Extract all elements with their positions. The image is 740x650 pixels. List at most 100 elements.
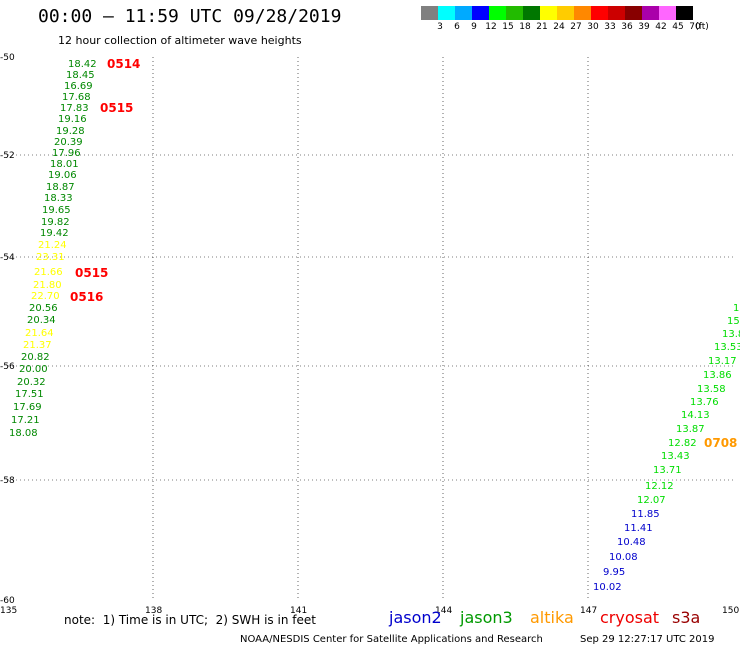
scale-label: 27 <box>570 22 582 32</box>
satellite-name: s3a <box>672 608 701 627</box>
scale-swatch <box>642 6 659 20</box>
longitude-label: 141 <box>290 606 307 616</box>
scale-swatch <box>472 6 489 20</box>
wave-height-value: 21.37 <box>23 340 52 351</box>
wave-height-value: 19.65 <box>42 205 71 216</box>
longitude-label: 135 <box>0 606 17 616</box>
scale-label: 3 <box>437 22 443 32</box>
pass-time-label: 0515 <box>75 266 108 280</box>
wave-height-value: 13.58 <box>697 384 726 395</box>
wave-height-value: 12.07 <box>637 495 666 506</box>
scale-label: 70 <box>689 22 701 32</box>
scale-swatch <box>676 6 693 20</box>
wave-height-value: 13.87 <box>676 424 705 435</box>
wave-height-value: 19.82 <box>41 217 70 228</box>
scale-label: 39 <box>638 22 650 32</box>
wave-height-value: 17.21 <box>11 415 40 426</box>
wave-height-value: 12.12 <box>645 481 674 492</box>
map-title: 00:00 – 11:59 UTC 09/28/2019 <box>38 6 342 27</box>
scale-label: 6 <box>454 22 460 32</box>
latitude-label: -52 <box>0 151 15 161</box>
scale-label: 45 <box>672 22 684 32</box>
scale-swatch <box>489 6 506 20</box>
scale-label: 24 <box>553 22 565 32</box>
wave-height-value: 13.17 <box>708 356 737 367</box>
wave-height-value: 18.01 <box>50 159 79 170</box>
satellite-name: jason3 <box>460 608 513 627</box>
satellite-name: altika <box>530 608 574 627</box>
footer-credit: NOAA/NESDIS Center for Satellite Applica… <box>240 634 543 645</box>
wave-height-value: 18.33 <box>44 193 73 204</box>
satellite-name: cryosat <box>600 608 660 627</box>
wave-height-value: 13.71 <box>653 465 682 476</box>
scale-label: 36 <box>621 22 633 32</box>
scale-swatch <box>455 6 472 20</box>
scale-swatch <box>557 6 574 20</box>
wave-height-value: 10.08 <box>609 552 638 563</box>
scale-swatch <box>574 6 591 20</box>
wave-height-value: 13.43 <box>661 451 690 462</box>
wave-height-value: 13.53 <box>714 342 740 353</box>
wave-height-value: 19.28 <box>56 126 85 137</box>
latitude-label: -50 <box>0 53 15 63</box>
scale-swatch <box>506 6 523 20</box>
scale-swatch <box>659 6 676 20</box>
scale-unit: (ft) <box>695 22 709 32</box>
wave-height-value: 19.42 <box>40 228 69 239</box>
wave-height-value: 9.95 <box>603 567 625 578</box>
scale-label: 21 <box>536 22 548 32</box>
wave-height-value: 18.08 <box>9 428 38 439</box>
scale-label: 18 <box>519 22 531 32</box>
longitude-label: 150 <box>722 606 739 616</box>
scale-label: 42 <box>655 22 667 32</box>
longitude-label: 144 <box>435 606 452 616</box>
pass-time-label: 0516 <box>70 290 103 304</box>
wave-height-value: 10.48 <box>617 537 646 548</box>
latitude-label: -58 <box>0 476 15 486</box>
wave-height-value: 17.96 <box>52 148 81 159</box>
longitude-label: 147 <box>580 606 597 616</box>
wave-height-value: 22.70 <box>31 291 60 302</box>
wave-height-value: 11.85 <box>631 509 660 520</box>
scale-label: 12 <box>485 22 497 32</box>
wave-height-value: 17.51 <box>15 389 44 400</box>
scale-swatch <box>540 6 557 20</box>
scale-label: 30 <box>587 22 599 32</box>
scale-label: 15 <box>502 22 514 32</box>
wave-height-value: 17.83 <box>60 103 89 114</box>
legend-note: note: 1) Time is in UTC; 2) SWH is in fe… <box>64 613 316 627</box>
wave-height-value: 20.00 <box>19 364 48 375</box>
wave-height-value: 12.82 <box>668 438 697 449</box>
pass-time-label: 0515 <box>100 101 133 115</box>
wave-height-value: 20.32 <box>17 377 46 388</box>
wave-height-value: 17.69 <box>13 402 42 413</box>
wave-height-value: 19.16 <box>58 114 87 125</box>
pass-time-label: 0514 <box>107 57 140 71</box>
wave-height-value: 19.06 <box>48 170 77 181</box>
scale-swatch <box>438 6 455 20</box>
wave-height-value: 15 <box>727 316 740 327</box>
footer-timestamp: Sep 29 12:27:17 UTC 2019 <box>580 634 715 645</box>
latitude-label: -56 <box>0 362 15 372</box>
wave-height-value: 20.82 <box>21 352 50 363</box>
longitude-label: 138 <box>145 606 162 616</box>
wave-height-value: 14.13 <box>681 410 710 421</box>
wave-height-value: 1 <box>733 303 739 314</box>
wave-height-value: 20.39 <box>54 137 83 148</box>
wave-height-value: 17.68 <box>62 92 91 103</box>
wave-height-value: 11.41 <box>624 523 653 534</box>
scale-label: 33 <box>604 22 616 32</box>
wave-height-value: 18.87 <box>46 182 75 193</box>
wave-height-value: 13.76 <box>690 397 719 408</box>
wave-height-value: 21.66 <box>34 267 63 278</box>
scale-label: 9 <box>471 22 477 32</box>
wave-height-value: 13.8 <box>722 329 740 340</box>
wave-height-value: 16.69 <box>64 81 93 92</box>
map-subtitle: 12 hour collection of altimeter wave hei… <box>58 34 302 47</box>
scale-swatch <box>608 6 625 20</box>
wave-height-value: 10.02 <box>593 582 622 593</box>
wave-height-value: 20.34 <box>27 315 56 326</box>
scale-swatch <box>523 6 540 20</box>
pass-time-label: 0708 <box>704 436 737 450</box>
